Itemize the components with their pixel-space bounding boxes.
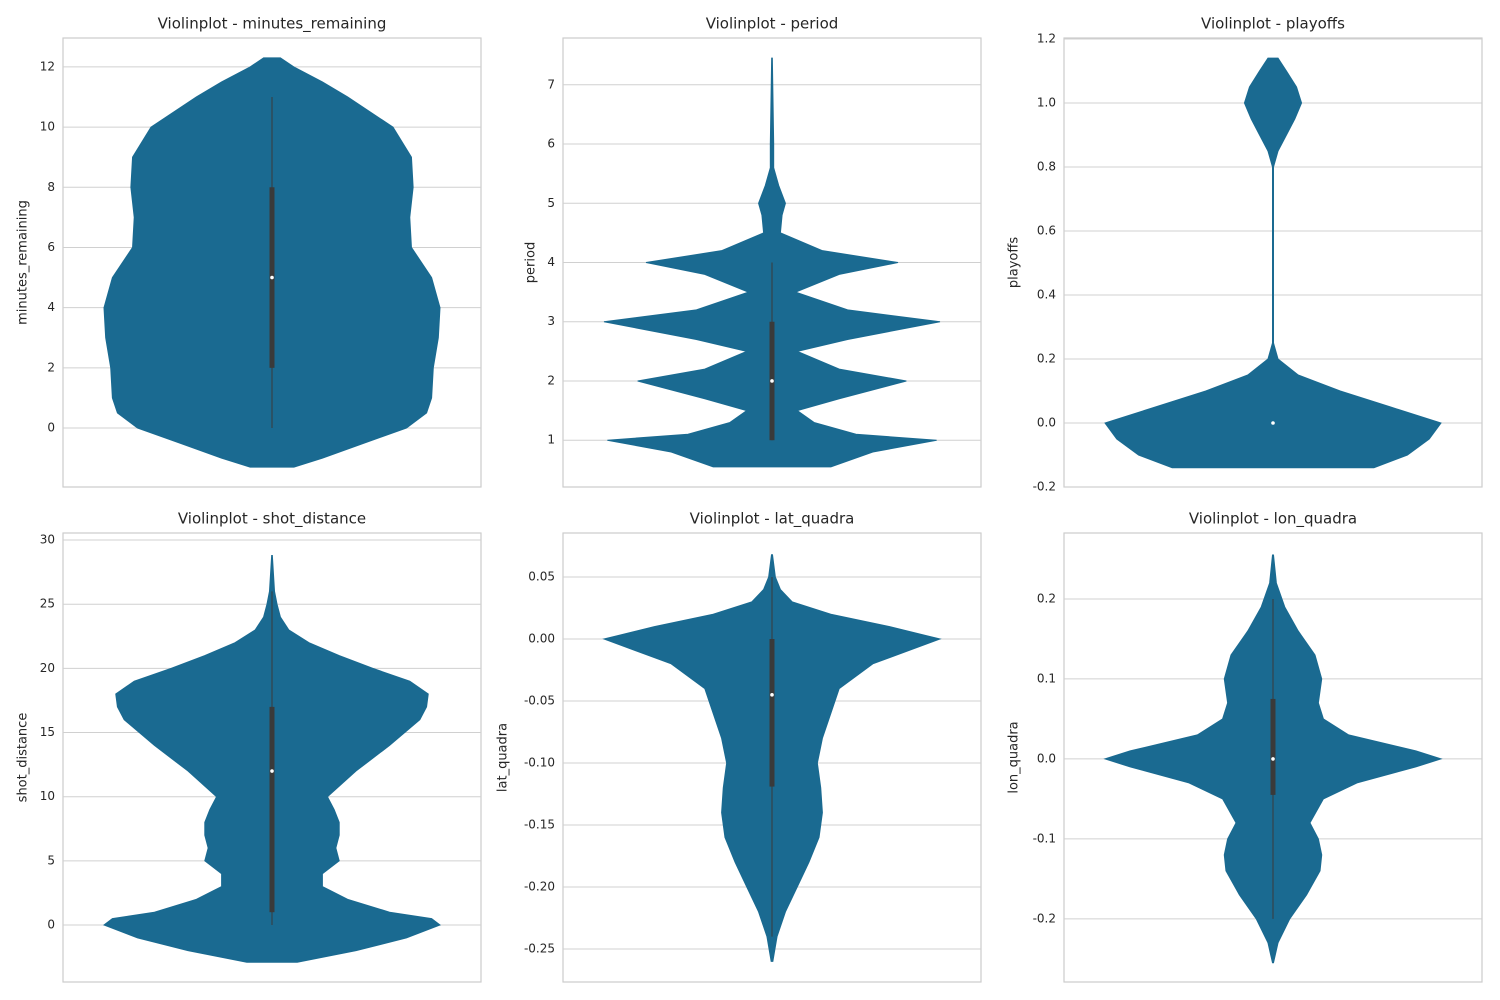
y-tick-label: -0.1 bbox=[1033, 831, 1056, 845]
y-tick-label: 0.00 bbox=[528, 632, 555, 646]
y-axis-label: period bbox=[524, 242, 539, 283]
chart-title: Violinplot - period bbox=[706, 15, 839, 33]
y-tick-label: 3 bbox=[547, 314, 555, 328]
box bbox=[269, 706, 275, 913]
y-axis-label: lat_quadra bbox=[496, 723, 511, 792]
y-tick-label: 0.4 bbox=[1037, 287, 1056, 301]
box bbox=[769, 639, 775, 787]
median bbox=[1271, 421, 1275, 425]
y-axis-label: minutes_remaining bbox=[16, 200, 31, 325]
y-tick-label: 4 bbox=[47, 300, 55, 314]
y-tick-label: 0 bbox=[47, 918, 55, 932]
y-tick-label: 1 bbox=[547, 433, 555, 447]
y-tick-label: 6 bbox=[547, 137, 555, 151]
median bbox=[270, 769, 274, 773]
y-tick-label: 25 bbox=[40, 597, 55, 611]
y-tick-label: 20 bbox=[40, 661, 55, 675]
y-axis-label: playoffs bbox=[1007, 237, 1022, 288]
y-tick-label: -0.15 bbox=[524, 818, 555, 832]
chart-title: Violinplot - shot_distance bbox=[178, 510, 366, 529]
y-tick-label: 0.8 bbox=[1037, 159, 1056, 173]
chart-title: Violinplot - lat_quadra bbox=[690, 510, 855, 529]
median bbox=[770, 379, 774, 383]
y-tick-label: 5 bbox=[547, 196, 555, 210]
y-tick-label: 2 bbox=[47, 360, 55, 374]
y-tick-label: -0.05 bbox=[524, 694, 555, 708]
y-tick-label: 0.1 bbox=[1037, 671, 1056, 685]
y-tick-label: 12 bbox=[40, 59, 55, 73]
y-tick-label: -0.2 bbox=[1033, 480, 1056, 494]
y-tick-label: 0.0 bbox=[1037, 751, 1056, 765]
chart-title: Violinplot - playoffs bbox=[1201, 15, 1345, 33]
chart-title: Violinplot - lon_quadra bbox=[1189, 510, 1357, 529]
y-tick-label: 0.05 bbox=[528, 570, 555, 584]
y-axis-label: shot_distance bbox=[16, 713, 31, 803]
median bbox=[770, 693, 774, 697]
y-tick-label: -0.2 bbox=[1033, 911, 1056, 925]
y-tick-label: -0.25 bbox=[524, 942, 555, 956]
chart-title: Violinplot - minutes_remaining bbox=[158, 15, 387, 34]
y-tick-label: 0.0 bbox=[1037, 415, 1056, 429]
y-tick-label: -0.20 bbox=[524, 880, 555, 894]
y-tick-label: 0.2 bbox=[1037, 591, 1056, 605]
y-tick-label: 15 bbox=[40, 725, 55, 739]
y-tick-label: 1.0 bbox=[1037, 95, 1056, 109]
median bbox=[1271, 757, 1275, 761]
y-tick-label: 30 bbox=[40, 533, 55, 547]
y-tick-label: 6 bbox=[47, 240, 55, 254]
y-tick-label: 1.2 bbox=[1037, 31, 1056, 45]
y-tick-label: 0.2 bbox=[1037, 351, 1056, 365]
y-tick-label: 4 bbox=[547, 255, 555, 269]
y-tick-label: 10 bbox=[40, 789, 55, 803]
y-tick-label: 0 bbox=[47, 421, 55, 435]
box bbox=[1270, 698, 1276, 795]
y-tick-label: 5 bbox=[47, 853, 55, 867]
y-tick-label: -0.10 bbox=[524, 756, 555, 770]
y-axis-label: lon_quadra bbox=[1007, 721, 1022, 793]
y-tick-label: 2 bbox=[547, 373, 555, 387]
median bbox=[270, 275, 274, 280]
y-tick-label: 8 bbox=[47, 180, 55, 194]
y-tick-label: 10 bbox=[40, 120, 55, 134]
y-tick-label: 0.6 bbox=[1037, 223, 1056, 237]
y-tick-label: 7 bbox=[547, 77, 555, 91]
violin bbox=[1104, 57, 1442, 469]
